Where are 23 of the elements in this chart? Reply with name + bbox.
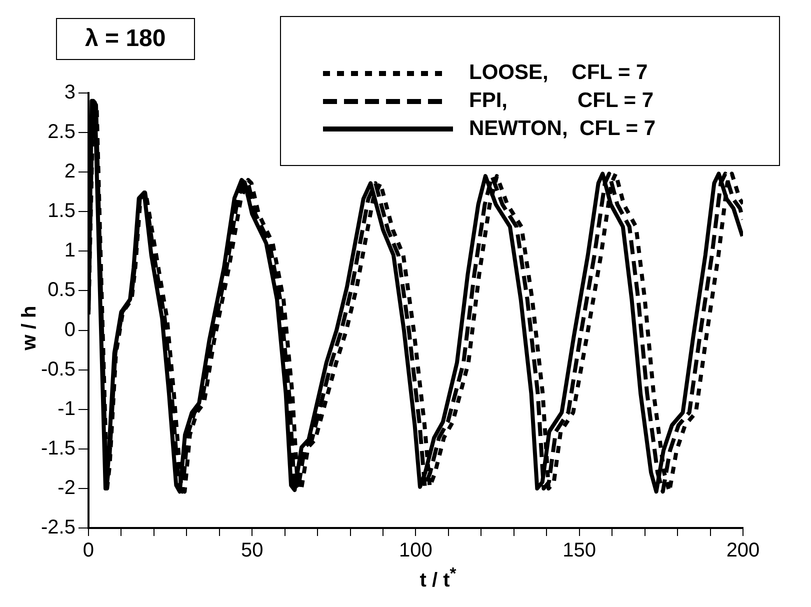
x-tick-label: 100 — [399, 540, 432, 562]
x-tick-label: 150 — [562, 540, 596, 562]
y-tick-label: 2 — [64, 160, 76, 183]
y-tick-label: 1 — [64, 240, 76, 262]
y-tick-label: 1.5 — [48, 200, 76, 222]
y-axis-title: w / h — [18, 306, 42, 350]
x-tick-label: 0 — [82, 540, 94, 562]
y-tick-label: -1.5 — [40, 437, 76, 460]
x-axis-title: t / t$^{*}$ — [418, 564, 458, 593]
x-tick-label: 50 — [240, 540, 264, 562]
y-tick-label: -2.5 — [40, 516, 76, 539]
legend-label: FPI, CFL = 7 — [469, 89, 654, 113]
x-tick-label: 200 — [726, 540, 760, 562]
y-tick-label: 0.5 — [48, 279, 76, 302]
y-tick-label: 0 — [64, 318, 76, 341]
y-tick-label: -1 — [58, 398, 76, 420]
series-label: NEWTON, CFL = 7 — [469, 117, 656, 141]
y-tick-label: -0.5 — [40, 358, 76, 380]
y-tick-label: 2.5 — [48, 121, 76, 144]
y-tick-label: 3 — [64, 82, 76, 104]
legend-label: LOOSE, CFL = 7 — [469, 61, 648, 85]
text: λ = 180 — [56, 18, 195, 60]
y-tick-label: -2 — [58, 476, 76, 499]
